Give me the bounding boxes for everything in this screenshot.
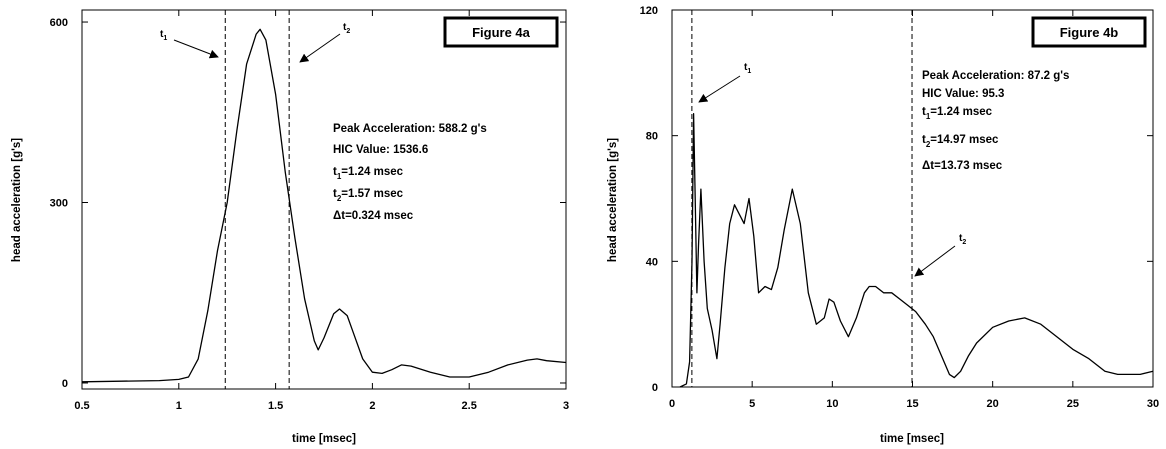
x-tick-label: 1.5 [268, 400, 283, 412]
delta-symbol: Δ [922, 160, 930, 172]
t2-marker-label: t2 [299, 22, 350, 63]
t1-value: =1.24 msec [341, 166, 403, 178]
t1-marker-label: t1 [698, 62, 751, 103]
t1-subscript: 1 [926, 112, 931, 121]
y-tick-label: 0 [652, 382, 658, 394]
svg-text:t2: t2 [959, 233, 966, 246]
y-tick-label: 0 [62, 378, 68, 390]
t1-arrow [698, 75, 741, 103]
delta-t-value: t=0.324 msec [341, 210, 414, 222]
t2-marker-symbol: t [343, 22, 347, 33]
svg-text:t1: t1 [744, 62, 751, 75]
x-tick-label: 5 [749, 398, 755, 410]
y-tick-label: 120 [640, 5, 658, 17]
x-tick-label: 1 [176, 400, 182, 412]
svg-text:t1: t1 [160, 29, 167, 42]
t2-arrow [914, 245, 956, 277]
delta-t-text: Δt=13.73 msec [922, 160, 1003, 172]
t2-subscript: 2 [337, 194, 342, 203]
x-tick-label: 0.5 [74, 400, 89, 412]
hic-value-text: HIC Value: 95.3 [922, 88, 1004, 100]
svg-text:t2: t2 [343, 22, 350, 35]
figure-label-box: Figure 4a [443, 16, 559, 48]
acceleration-series-line [679, 113, 1154, 388]
chart-panel-4b: 0 5 10 15 20 25 30 0 40 80 120 head acceleration [… [607, 5, 1159, 445]
x-tick-label: 10 [826, 398, 838, 410]
x-tick-label: 0 [669, 398, 675, 410]
t2-marker-index: 2 [346, 28, 350, 35]
y-tick-label: 40 [646, 256, 658, 268]
peak-acceleration-text: Peak Acceleration: 87.2 g's [922, 70, 1069, 82]
t2-marker-index: 2 [962, 239, 966, 246]
t1-marker-symbol: t [160, 29, 164, 40]
t2-marker-symbol: t [959, 233, 963, 244]
t2-value-text: t2=1.57 msec [333, 188, 404, 203]
t1-symbol: t [333, 166, 337, 178]
t1-subscript: 1 [337, 172, 342, 181]
t1-marker-label: t1 [160, 29, 219, 59]
t1-value: =1.24 msec [930, 106, 992, 118]
delta-symbol: Δ [333, 210, 341, 222]
plot-frame [81, 9, 567, 390]
acceleration-series-line [81, 28, 567, 383]
delta-t-value: t=13.73 msec [930, 160, 1003, 172]
chart-panel-4a: 0.5 1 1.5 2 2.5 3 0 300 600 head acceleration [g… [11, 9, 569, 445]
t2-value: =14.97 msec [930, 134, 999, 146]
chart-marks: 0.5 1 1.5 2 2.5 3 0 300 600 [50, 10, 569, 412]
x-tick-label: 3 [563, 400, 569, 412]
t2-symbol: t [922, 134, 926, 146]
t1-marker-symbol: t [744, 62, 748, 73]
delta-t-text: Δt=0.324 msec [333, 210, 414, 222]
x-tick-label: 30 [1147, 398, 1159, 410]
y-axis-title: head acceleration [g's] [607, 138, 619, 262]
figure-label: Figure 4b [1060, 25, 1119, 40]
x-tick-label: 2 [369, 400, 375, 412]
y-tick-label: 300 [50, 198, 68, 210]
t2-value: =1.57 msec [341, 188, 403, 200]
peak-acceleration-text: Peak Acceleration: 588.2 g's [333, 123, 487, 135]
y-tick-label: 600 [50, 17, 68, 29]
x-tick-label: 20 [987, 398, 999, 410]
x-tick-label: 25 [1067, 398, 1079, 410]
t2-arrow [299, 33, 341, 63]
t2-marker-label: t2 [914, 233, 966, 277]
x-tick-label: 15 [906, 398, 918, 410]
t1-symbol: t [922, 106, 926, 118]
x-axis-title: time [msec] [292, 433, 356, 445]
figure-label-box: Figure 4b [1031, 16, 1147, 48]
t1-arrow [173, 39, 219, 59]
figure-label: Figure 4a [472, 25, 531, 40]
x-axis-title: time [msec] [880, 433, 944, 445]
t1-value-text: t1=1.24 msec [333, 166, 404, 181]
y-tick-label: 80 [646, 131, 658, 143]
x-tick-label: 2.5 [462, 400, 477, 412]
annotation-block: Peak Acceleration: 87.2 g's HIC Value: 9… [922, 70, 1069, 172]
t1-value-text: t1=1.24 msec [922, 106, 993, 121]
t2-subscript: 2 [926, 140, 931, 149]
hic-value-text: HIC Value: 1536.6 [333, 144, 428, 156]
t2-symbol: t [333, 188, 337, 200]
t2-value-text: t2=14.97 msec [922, 134, 999, 149]
t1-marker-index: 1 [163, 35, 167, 42]
y-axis-title: head acceleration [g's] [11, 138, 23, 262]
t1-marker-index: 1 [747, 68, 751, 75]
annotation-block: Peak Acceleration: 588.2 g's HIC Value: … [333, 123, 487, 222]
chart-marks: 0 5 10 15 20 25 30 0 40 80 120 [640, 5, 1159, 410]
